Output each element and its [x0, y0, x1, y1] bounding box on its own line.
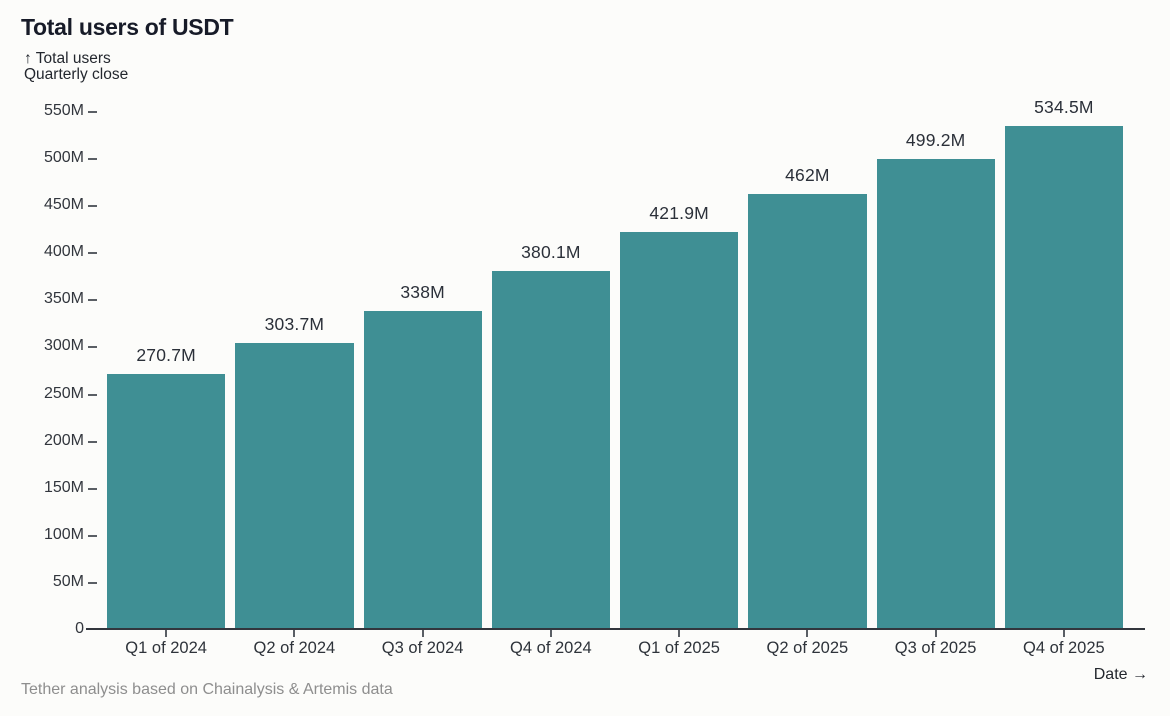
bar-value-label: 499.2M	[905, 129, 966, 150]
bar-value-label: 270.7M	[136, 345, 196, 366]
bar-column: 421.9M Q1 of 2025	[620, 111, 739, 657]
y-tick-label: 100M	[43, 525, 84, 543]
bar	[235, 342, 354, 629]
y-tick-label: 300M	[43, 337, 84, 355]
y-axis-caption: ↑ Total users Quarterly close	[24, 50, 129, 84]
y-tick-mark	[88, 440, 97, 443]
y-tick-label: 250M	[43, 384, 84, 402]
y-tick-mark	[88, 346, 97, 349]
bar	[491, 271, 610, 629]
y-tick-label: 150M	[43, 478, 84, 496]
y-axis-caption-line2: Quarterly close	[24, 66, 129, 84]
x-category-label: Q2 of 2025	[766, 639, 849, 657]
bar-value-label: 303.7M	[264, 313, 325, 334]
x-category-label: Q4 of 2025	[1023, 639, 1105, 657]
x-tick-mark	[293, 630, 296, 637]
y-tick-label: 200M	[43, 431, 84, 449]
bar	[748, 193, 867, 629]
x-tick-mark	[678, 630, 681, 637]
x-tick-mark	[421, 630, 424, 637]
y-tick-label: 0	[75, 620, 84, 637]
bar-column: 303.7M Q2 of 2024	[235, 111, 354, 657]
bar-column: 499.2M Q3 of 2025	[876, 111, 995, 657]
bar-value-label: 380.1M	[521, 242, 581, 263]
bar	[876, 158, 995, 629]
bar-value-label: 421.9M	[649, 202, 709, 223]
bar-value-label: 534.5M	[1034, 96, 1094, 117]
bar-column: 270.7M Q1 of 2024	[107, 111, 226, 657]
x-category-label: Q2 of 2024	[253, 639, 336, 657]
y-tick-label: 350M	[43, 290, 84, 308]
chart-title: Total users of USDT	[21, 14, 234, 40]
y-tick-mark	[88, 581, 97, 584]
x-category-label: Q3 of 2024	[381, 639, 464, 657]
source-note: Tether analysis based on Chainalysis & A…	[21, 681, 393, 698]
y-axis: 0 50M 100M 150M 200M 250M 300M 350M 400M 450M 500M…	[0, 102, 84, 637]
x-category-label: Q1 of 2024	[125, 639, 207, 657]
bar	[620, 231, 739, 629]
y-axis-caption-line1: ↑ Total users	[24, 50, 111, 67]
x-tick-mark	[165, 630, 168, 637]
bar-series: 270.7M Q1 of 2024 303.7M Q2 of 2024 338M Q3 o…	[107, 97, 1123, 657]
plot-area: 270.7M Q1 of 2024 303.7M Q2 of 2024 338M Q3 o…	[100, 97, 1126, 657]
x-axis-caption: Date →	[1093, 666, 1148, 683]
y-tick-mark	[88, 299, 97, 302]
y-tick-label: 400M	[43, 243, 84, 261]
bar	[363, 310, 482, 629]
bar-column: 338M Q3 of 2024	[363, 111, 482, 657]
bar-column: 462M Q2 of 2025	[748, 111, 867, 657]
y-tick-label: 550M	[43, 102, 84, 119]
bar-column: 380.1M Q4 of 2024	[491, 111, 610, 657]
bar-value-label: 338M	[400, 281, 445, 302]
x-tick-mark	[934, 630, 937, 637]
y-tick-mark	[88, 252, 97, 255]
y-tick-label: 450M	[43, 196, 84, 214]
x-tick-mark	[1062, 630, 1065, 637]
bar-column: 534.5M Q4 of 2025	[1004, 97, 1123, 657]
x-category-label: Q4 of 2024	[510, 639, 592, 657]
y-tick-mark	[88, 393, 97, 396]
bar	[107, 374, 226, 629]
y-tick-mark	[88, 487, 97, 490]
x-tick-mark	[549, 630, 552, 637]
x-category-label: Q3 of 2025	[894, 639, 977, 657]
x-axis-baseline	[86, 628, 1145, 630]
x-tick-mark	[806, 630, 809, 637]
y-tick-mark	[88, 111, 97, 113]
bar-value-label: 462M	[785, 164, 830, 185]
x-category-label: Q1 of 2025	[638, 639, 720, 657]
y-tick-mark	[88, 534, 97, 537]
y-tick-label: 500M	[43, 149, 84, 167]
y-tick-mark	[88, 158, 97, 161]
y-tick-label: 50M	[52, 572, 84, 590]
y-tick-mark	[88, 205, 97, 208]
bar	[1004, 125, 1123, 629]
